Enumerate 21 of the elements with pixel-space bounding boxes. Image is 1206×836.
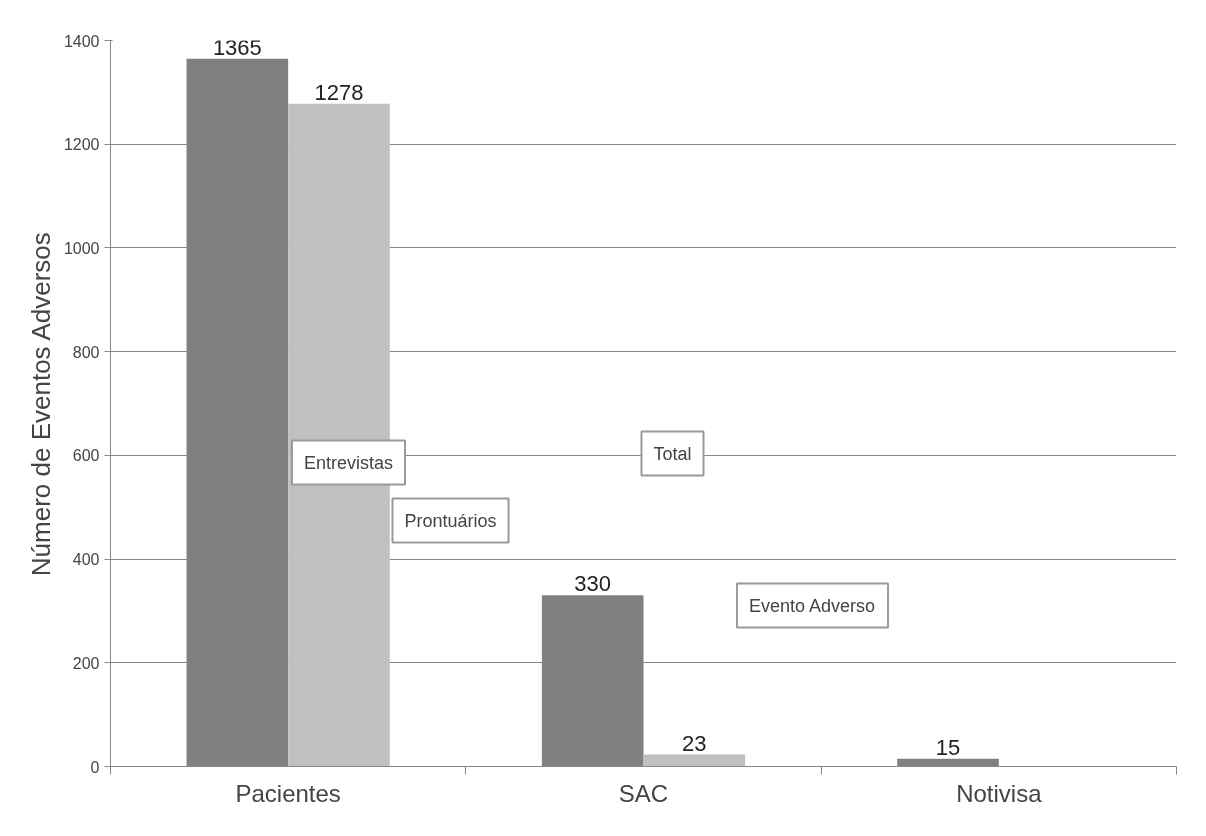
y-tick-label: 1000: [63, 239, 100, 257]
annotation: Prontuários: [404, 510, 497, 531]
y-tick-label: 1400: [63, 32, 100, 50]
data-label: 1278: [314, 79, 364, 105]
data-label: 330: [574, 571, 612, 597]
y-tick-label: 200: [72, 654, 100, 672]
data-label: 15: [935, 734, 961, 760]
y-tick-label: 600: [72, 447, 100, 465]
annotation: Entrevistas: [303, 452, 394, 473]
x-tick-label: SAC: [618, 779, 669, 807]
y-tick-label: 800: [72, 343, 100, 361]
x-tick-label: Pacientes: [235, 779, 341, 807]
y-tick-label: 1200: [63, 136, 100, 154]
y-tick-label: 0: [90, 758, 100, 776]
y-axis-title: Número de Eventos Adversos: [25, 232, 56, 577]
annotation: Total: [653, 443, 692, 464]
bar: [643, 754, 746, 767]
annotation: Evento Adverso: [748, 595, 876, 616]
data-label: 23: [682, 730, 707, 756]
y-tick-label: 400: [72, 551, 100, 569]
x-tick-label: Notivisa: [956, 779, 1043, 807]
